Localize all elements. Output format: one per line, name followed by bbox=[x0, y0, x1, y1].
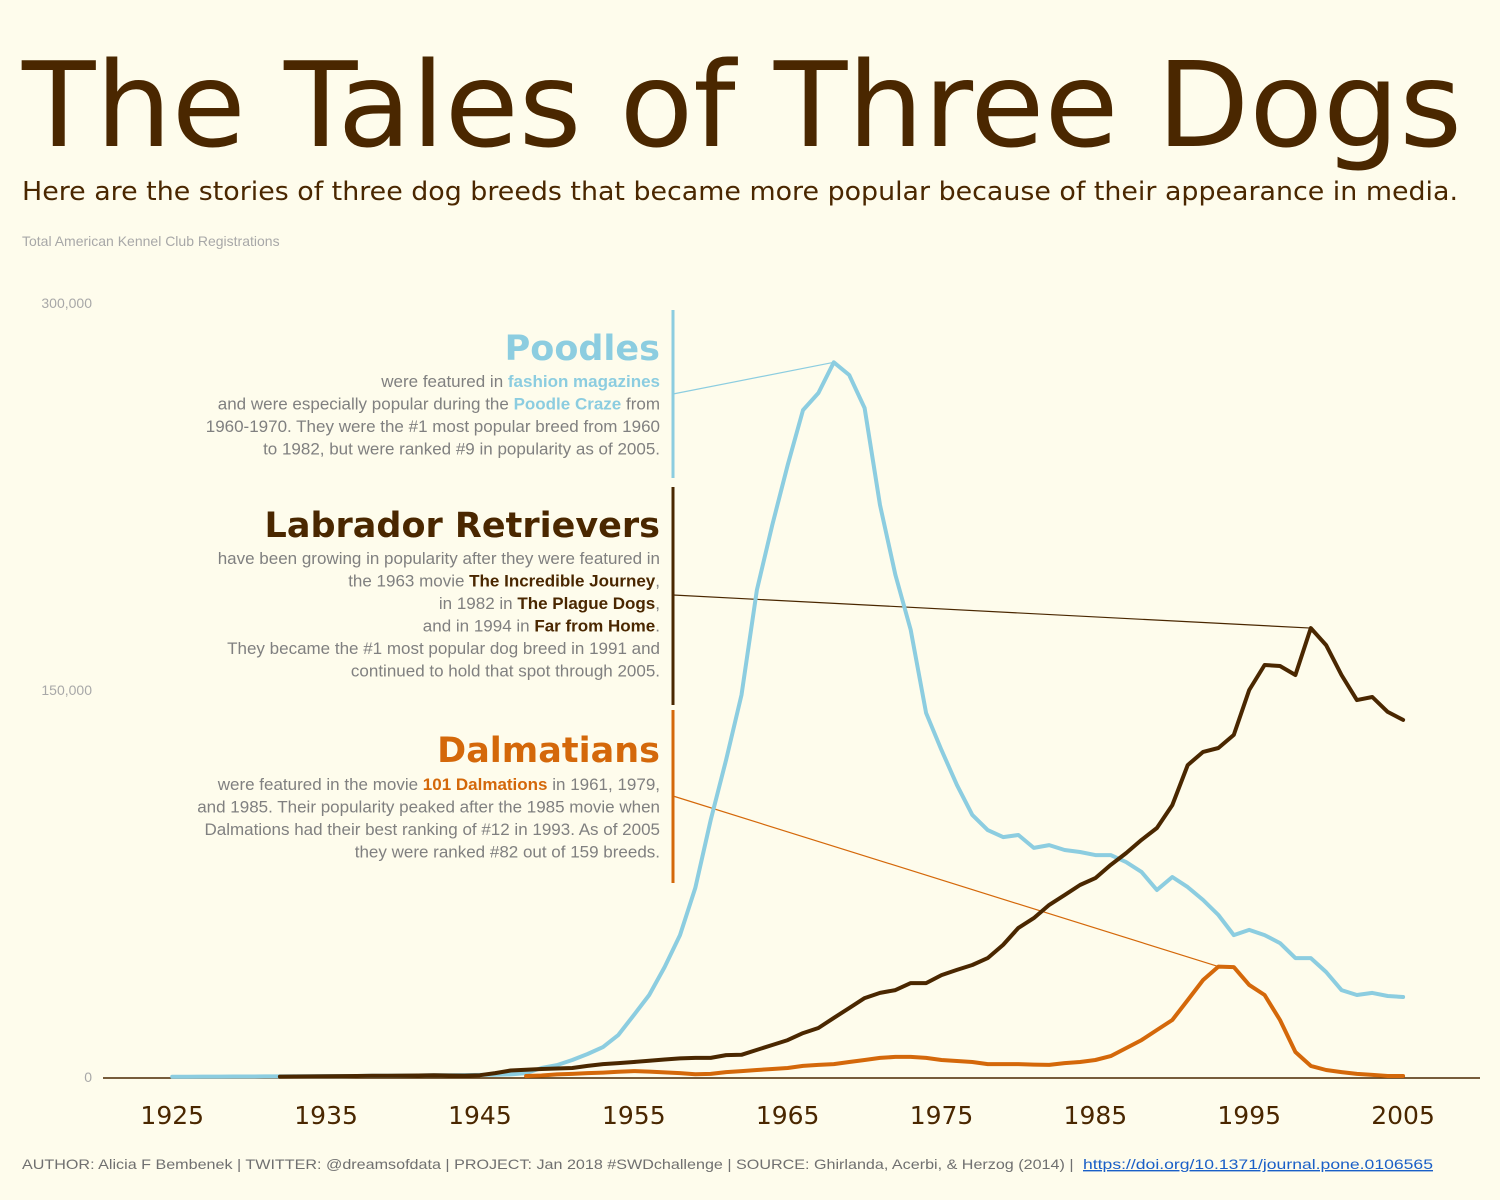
y-tick-label: 300,000 bbox=[41, 295, 92, 311]
series-line bbox=[277, 626, 1406, 1079]
story-line: and were especially popular during the P… bbox=[218, 395, 660, 414]
legend-heading: Poodles bbox=[505, 329, 660, 369]
doi-link-text[interactable]: https://doi.org/10.1371/journal.pone.010… bbox=[1083, 1156, 1433, 1172]
story-line: were featured in the movie 101 Dalmation… bbox=[217, 775, 660, 794]
story-text: . bbox=[655, 617, 660, 636]
story-text: and in 1994 in bbox=[423, 617, 535, 636]
story-line: Dalmations had their best ranking of #12… bbox=[204, 820, 660, 839]
story-text: They became the #1 most popular dog bree… bbox=[227, 639, 660, 658]
story-text: , bbox=[655, 594, 660, 613]
story-text: were featured in bbox=[380, 372, 508, 391]
x-tick-label: 1925 bbox=[140, 1101, 204, 1130]
story-text: from bbox=[621, 395, 660, 414]
story-line: were featured in fashion magazines bbox=[380, 372, 660, 391]
story-line: they were ranked #82 out of 159 breeds. bbox=[355, 843, 660, 862]
story-highlight: Poodle Craze bbox=[514, 395, 622, 414]
legend-heading: Dalmatians bbox=[437, 731, 660, 771]
x-tick-label: 1945 bbox=[448, 1101, 512, 1130]
story-text: and were especially popular during the bbox=[218, 395, 514, 414]
story-text: were featured in the movie bbox=[217, 775, 423, 794]
story-line: 1960-1970. They were the #1 most popular… bbox=[206, 417, 660, 436]
x-tick-label: 1985 bbox=[1064, 1101, 1128, 1130]
chart-subtitle: Here are the stories of three dog breeds… bbox=[22, 177, 1458, 207]
chart-title: The Tales of Three Dogs bbox=[21, 36, 1462, 174]
story-text: have been growing in popularity after th… bbox=[218, 549, 660, 568]
story-text: the 1963 movie bbox=[348, 572, 469, 591]
story-highlight: Far from Home bbox=[534, 617, 655, 636]
story-text: in 1961, 1979, bbox=[548, 775, 660, 794]
story-text: continued to hold that spot through 2005… bbox=[351, 662, 660, 681]
story-text: they were ranked #82 out of 159 breeds. bbox=[355, 843, 660, 862]
x-tick-label: 1995 bbox=[1217, 1101, 1281, 1130]
footer: AUTHOR: Alicia F Bembenek | TWITTER: @dr… bbox=[22, 1156, 1078, 1172]
x-tick-label: 1935 bbox=[294, 1101, 358, 1130]
story-line: the 1963 movie The Incredible Journey, bbox=[348, 572, 660, 591]
leader-line bbox=[672, 594, 1311, 629]
y-tick-label: 150,000 bbox=[41, 682, 92, 698]
story-line: They became the #1 most popular dog bree… bbox=[227, 639, 660, 658]
story-line: to 1982, but were ranked #9 in popularit… bbox=[263, 440, 660, 459]
leader-line bbox=[672, 361, 834, 395]
story-text: and 1985. Their popularity peaked after … bbox=[197, 798, 660, 817]
story-highlight: 101 Dalmations bbox=[423, 775, 548, 794]
story-text: to 1982, but were ranked #9 in popularit… bbox=[263, 440, 660, 459]
story-highlight: The Incredible Journey bbox=[469, 572, 656, 591]
story-line: continued to hold that spot through 2005… bbox=[351, 662, 660, 681]
x-tick-label: 1965 bbox=[756, 1101, 820, 1130]
story-line: have been growing in popularity after th… bbox=[218, 549, 660, 568]
story-highlight: The Plague Dogs bbox=[517, 594, 655, 613]
story-text: Dalmations had their best ranking of #12… bbox=[204, 820, 660, 839]
x-tick-label: 1975 bbox=[910, 1101, 974, 1130]
story-text: in 1982 in bbox=[439, 594, 517, 613]
x-tick-label: 2005 bbox=[1371, 1101, 1435, 1130]
y-axis-label: Total American Kennel Club Registrations bbox=[22, 233, 280, 249]
story-line: and in 1994 in Far from Home. bbox=[423, 617, 660, 636]
story-text: , bbox=[655, 572, 660, 591]
story-line: in 1982 in The Plague Dogs, bbox=[439, 594, 660, 613]
doi-link[interactable]: https://doi.org/10.1371/journal.pone.010… bbox=[1083, 1156, 1433, 1172]
x-tick-label: 1955 bbox=[602, 1101, 666, 1130]
legend-heading: Labrador Retrievers bbox=[265, 506, 660, 546]
story-highlight: fashion magazines bbox=[508, 372, 660, 391]
series-line bbox=[524, 964, 1406, 1078]
y-tick-label: 0 bbox=[84, 1069, 92, 1085]
story-line: and 1985. Their popularity peaked after … bbox=[197, 798, 660, 817]
series-line bbox=[170, 360, 1406, 1079]
leader-line bbox=[672, 795, 1219, 968]
story-text: 1960-1970. They were the #1 most popular… bbox=[206, 417, 660, 436]
